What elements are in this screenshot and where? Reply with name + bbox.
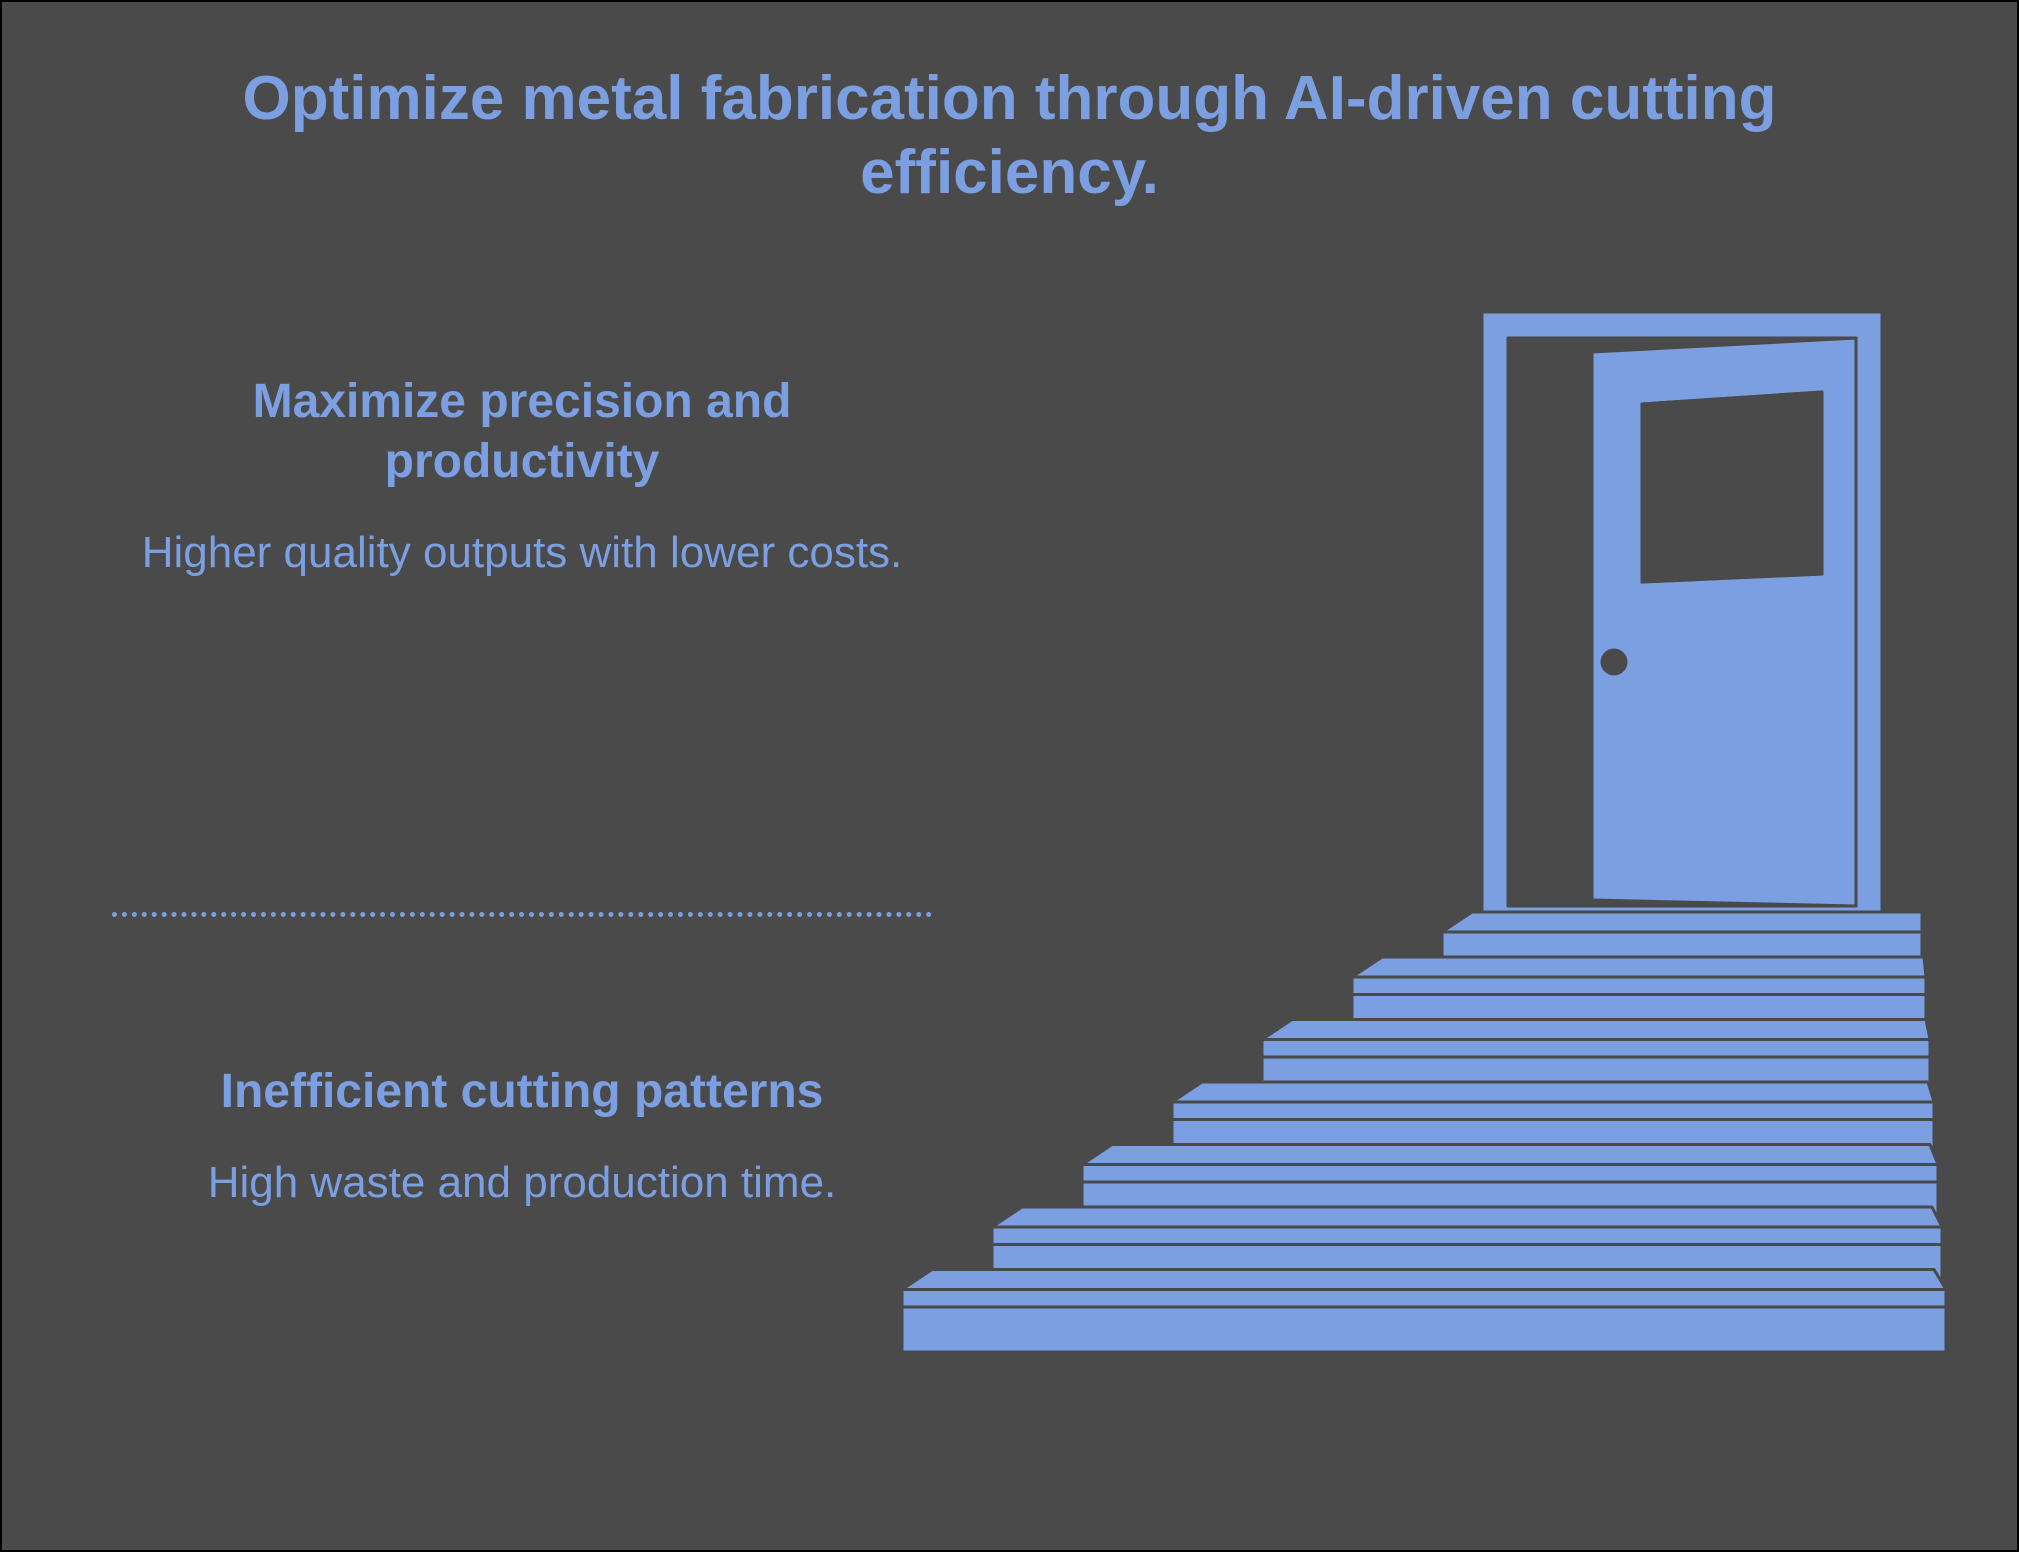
stairs-door-illustration <box>902 302 1962 1502</box>
benefit-heading: Maximize precision and productivity <box>112 372 932 492</box>
stairs-door-icon <box>902 302 1962 1502</box>
benefit-body: Higher quality outputs with lower costs. <box>112 524 932 581</box>
slide: Optimize metal fabrication through AI-dr… <box>0 0 2019 1552</box>
problem-body: High waste and production time. <box>112 1154 932 1211</box>
benefit-block: Maximize precision and productivity High… <box>112 372 932 581</box>
problem-heading: Inefficient cutting patterns <box>112 1062 932 1122</box>
problem-block: Inefficient cutting patterns High waste … <box>112 1062 932 1211</box>
section-divider <box>112 912 932 917</box>
page-title: Optimize metal fabrication through AI-dr… <box>210 62 1810 211</box>
